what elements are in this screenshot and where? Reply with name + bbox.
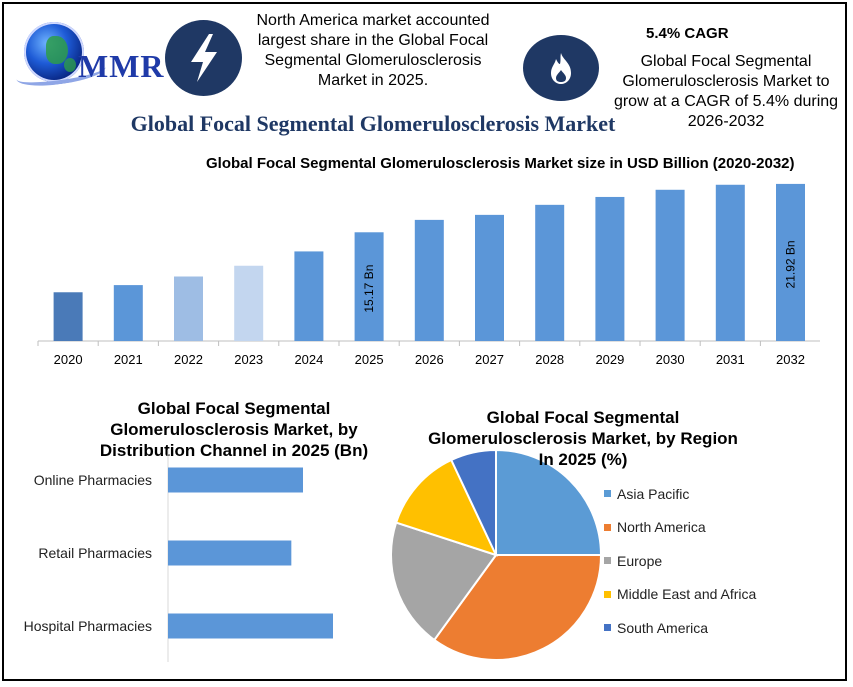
distribution-channel-bar-chart: Online Pharmacies Retail Pharmacies Hospit…	[24, 450, 333, 662]
legend-item: Middle East and Africa	[604, 578, 756, 612]
legend-swatch	[604, 523, 611, 531]
legend-label: Asia Pacific	[617, 485, 690, 502]
x-tick-label: 2027	[475, 352, 504, 367]
globe-icon	[24, 22, 84, 82]
cagr-title: 5.4% CAGR	[646, 25, 729, 42]
pie-slice-europe	[390, 521, 498, 642]
bar-2024	[294, 251, 324, 341]
legend-label: Europe	[617, 552, 663, 569]
data-label-2025: 15.17 Bn	[362, 265, 376, 313]
category-label: Hospital Pharmacies	[24, 618, 152, 634]
headline-text: North America market accounted largest s…	[256, 12, 490, 89]
legend-label: South America	[617, 619, 709, 636]
x-tick-label: 2023	[234, 352, 263, 367]
legend-item: Europe	[604, 544, 756, 578]
data-label-2032: 21.92 Bn	[784, 240, 798, 288]
bar-2027	[475, 214, 504, 341]
mmr-logo: MMR	[14, 18, 164, 91]
bar-2030	[655, 189, 685, 341]
bar-retail-pharmacies	[168, 540, 292, 566]
pie-slice-middle-east-and-africa	[394, 458, 498, 557]
category-label: Retail Pharmacies	[38, 545, 152, 561]
market-size-bar-chart: 2020 2021 2022 2023 2024 2025 15.17 Bn 2026 2027…	[37, 183, 820, 367]
x-tick-label: 2032	[776, 352, 805, 367]
bar-chart-title: Global Focal Segmental Glomerulosclerosi…	[206, 155, 795, 172]
legend-item: South America	[604, 611, 756, 645]
infographic-frame	[2, 2, 847, 681]
x-tick-label: 2020	[54, 352, 83, 367]
bar-2022	[174, 276, 203, 341]
pie-slice-north-america	[432, 554, 603, 661]
legend-swatch	[604, 624, 611, 632]
page-title: Global Focal Segmental Glomerulosclerosi…	[130, 111, 616, 136]
bar-2028	[535, 204, 565, 341]
x-tick-label: 2021	[114, 352, 143, 367]
bar-2029	[595, 196, 625, 341]
region-legend: Asia Pacific North America Europe Middle Ea…	[604, 477, 756, 645]
x-tick-label: 2028	[535, 352, 564, 367]
legend-item: North America	[604, 511, 756, 545]
lightning-icon	[165, 20, 242, 96]
pie-slice-south-america	[449, 448, 497, 556]
legend-swatch	[604, 590, 611, 598]
bar-hospital-pharmacies	[168, 613, 333, 639]
pie-slice-asia-pacific	[495, 448, 603, 556]
region-pie-chart	[390, 448, 603, 661]
flame-icon	[523, 35, 599, 101]
legend-swatch	[604, 557, 611, 565]
category-label: Online Pharmacies	[34, 472, 152, 488]
bar-2025	[354, 232, 384, 341]
bar-2020	[53, 292, 83, 341]
x-tick-label: 2029	[595, 352, 624, 367]
x-tick-label: 2022	[174, 352, 203, 367]
bar-2032	[776, 183, 805, 341]
legend-swatch	[604, 490, 611, 498]
logo-text: MMR	[78, 48, 165, 84]
legend-label: Middle East and Africa	[617, 586, 757, 603]
distribution-chart-title: Global Focal Segmental Glomerulosclerosi…	[99, 399, 369, 460]
cagr-text: Global Focal Segmental Glomerulosclerosi…	[613, 53, 839, 130]
legend-item: Asia Pacific	[604, 477, 756, 511]
bar-2031	[715, 184, 745, 341]
x-tick-label: 2024	[294, 352, 323, 367]
x-tick-label: 2026	[415, 352, 444, 367]
x-tick-label: 2025	[355, 352, 384, 367]
x-tick-label: 2031	[716, 352, 745, 367]
bar-2023	[234, 265, 264, 341]
bar-online-pharmacies	[168, 467, 303, 493]
x-tick-label: 2030	[656, 352, 685, 367]
region-chart-title: Global Focal Segmental Glomerulosclerosi…	[428, 408, 738, 469]
bar-2021	[113, 285, 143, 341]
bar-2026	[414, 219, 444, 341]
legend-label: North America	[617, 519, 706, 536]
